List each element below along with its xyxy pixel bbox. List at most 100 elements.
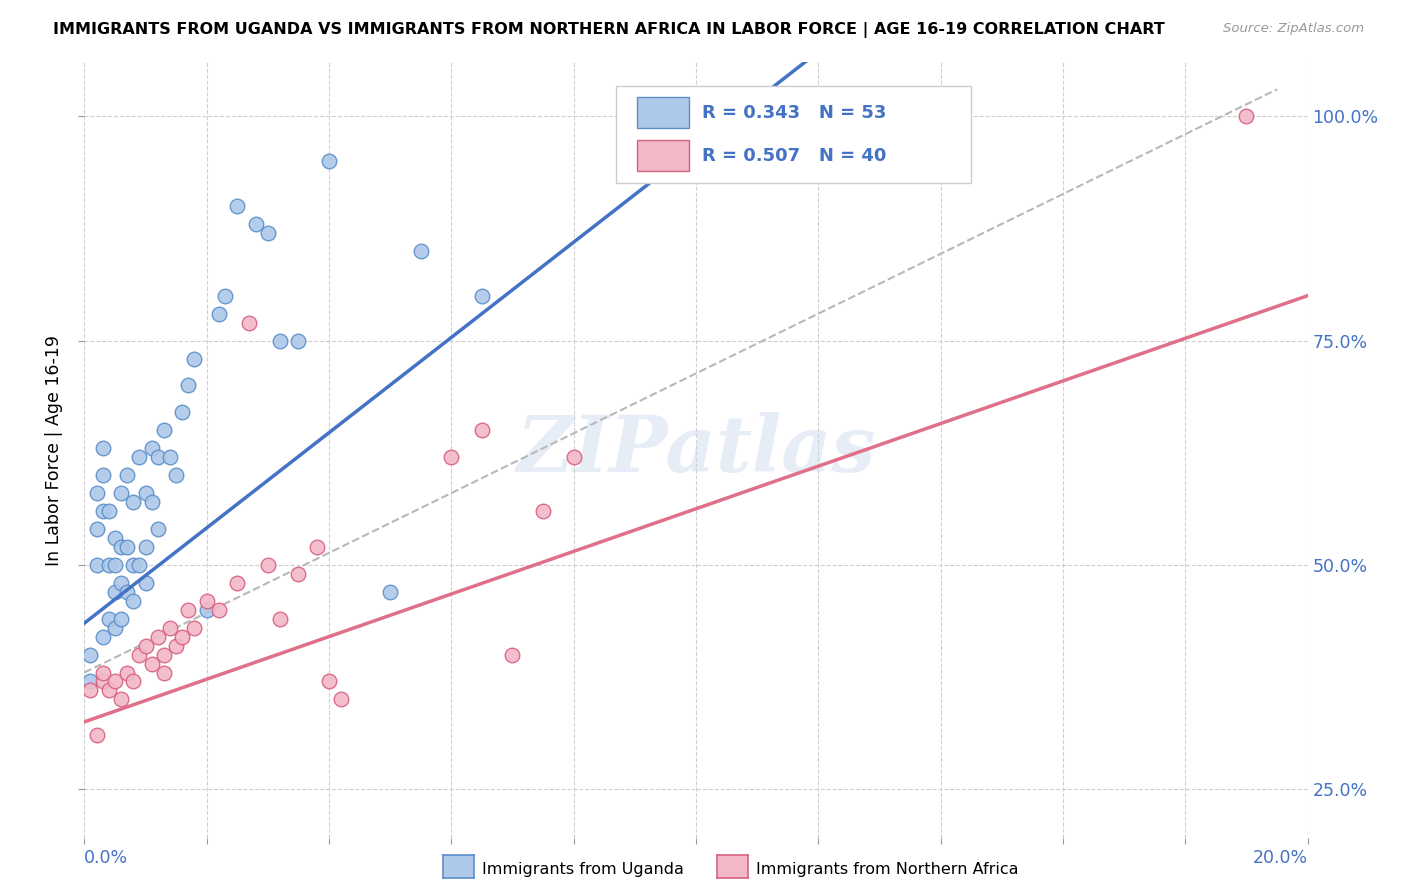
Point [110,575,132,590]
Point [104,674,127,689]
Point [269,612,291,626]
Point [135,540,157,554]
Point [91,674,114,689]
Point [91,665,114,680]
Point [86,558,108,572]
Point [146,630,169,644]
Point [562,450,585,465]
Point [245,217,267,231]
Point [115,584,138,599]
Point [471,289,494,303]
Point [104,621,127,635]
Point [104,584,127,599]
Point [110,540,132,554]
Point [440,450,463,465]
Point [135,486,157,500]
Point [115,665,138,680]
Point [115,468,138,483]
Point [153,423,176,437]
Point [159,621,181,635]
Point [380,584,402,599]
Point [79,674,101,689]
Point [91,441,114,455]
Point [208,307,231,321]
Point [135,639,157,653]
Point [141,495,163,509]
Point [287,334,309,348]
Point [226,575,249,590]
Text: IMMIGRANTS FROM UGANDA VS IMMIGRANTS FROM NORTHERN AFRICA IN LABOR FORCE | AGE 1: IMMIGRANTS FROM UGANDA VS IMMIGRANTS FRO… [53,22,1166,38]
Text: 20.0%: 20.0% [1253,849,1308,867]
Point [1236,109,1258,123]
Point [122,593,145,607]
Point [104,531,127,545]
Point [409,244,432,258]
Point [146,522,169,536]
Point [135,575,157,590]
Point [110,612,132,626]
Y-axis label: In Labor Force | Age 16-19: In Labor Force | Age 16-19 [45,335,63,566]
Bar [637,140,689,171]
Text: Immigrants from Northern Africa: Immigrants from Northern Africa [756,863,1019,877]
Point [141,657,163,671]
Point [330,692,353,706]
Point [183,621,205,635]
Point [208,603,231,617]
Point [91,468,114,483]
Point [287,566,309,581]
Point [153,648,176,662]
Point [141,441,163,455]
Point [86,522,108,536]
Point [318,674,340,689]
Point [214,289,236,303]
Point [128,648,150,662]
Point [122,674,145,689]
Point [177,603,200,617]
Point [153,665,176,680]
Point [172,405,194,419]
Bar [637,97,689,128]
Point [115,540,138,554]
Point [226,199,249,213]
Point [257,558,280,572]
Point [97,683,120,698]
Point [128,450,150,465]
Point [177,378,200,392]
Text: Immigrants from Uganda: Immigrants from Uganda [482,863,685,877]
FancyBboxPatch shape [616,86,972,183]
Point [409,889,432,892]
Point [110,692,132,706]
Point [165,468,187,483]
Point [146,450,169,465]
Point [159,450,181,465]
Point [110,486,132,500]
Point [269,334,291,348]
Point [91,504,114,518]
Point [79,648,101,662]
Point [305,540,328,554]
Point [471,423,494,437]
Point [97,612,120,626]
Point [172,630,194,644]
Text: ZIPatlas: ZIPatlas [516,412,876,489]
Point [86,728,108,742]
Text: R = 0.343   N = 53: R = 0.343 N = 53 [702,103,886,122]
Point [79,683,101,698]
Point [195,593,218,607]
Point [318,154,340,169]
Point [97,504,120,518]
Point [531,504,554,518]
Point [502,648,524,662]
Point [183,351,205,366]
Text: Source: ZipAtlas.com: Source: ZipAtlas.com [1223,22,1364,36]
Point [165,639,187,653]
Text: 0.0%: 0.0% [84,849,128,867]
Point [195,603,218,617]
Point [122,495,145,509]
Point [257,226,280,240]
Point [86,486,108,500]
Point [367,863,389,877]
Point [97,558,120,572]
Point [380,880,402,892]
Point [91,630,114,644]
